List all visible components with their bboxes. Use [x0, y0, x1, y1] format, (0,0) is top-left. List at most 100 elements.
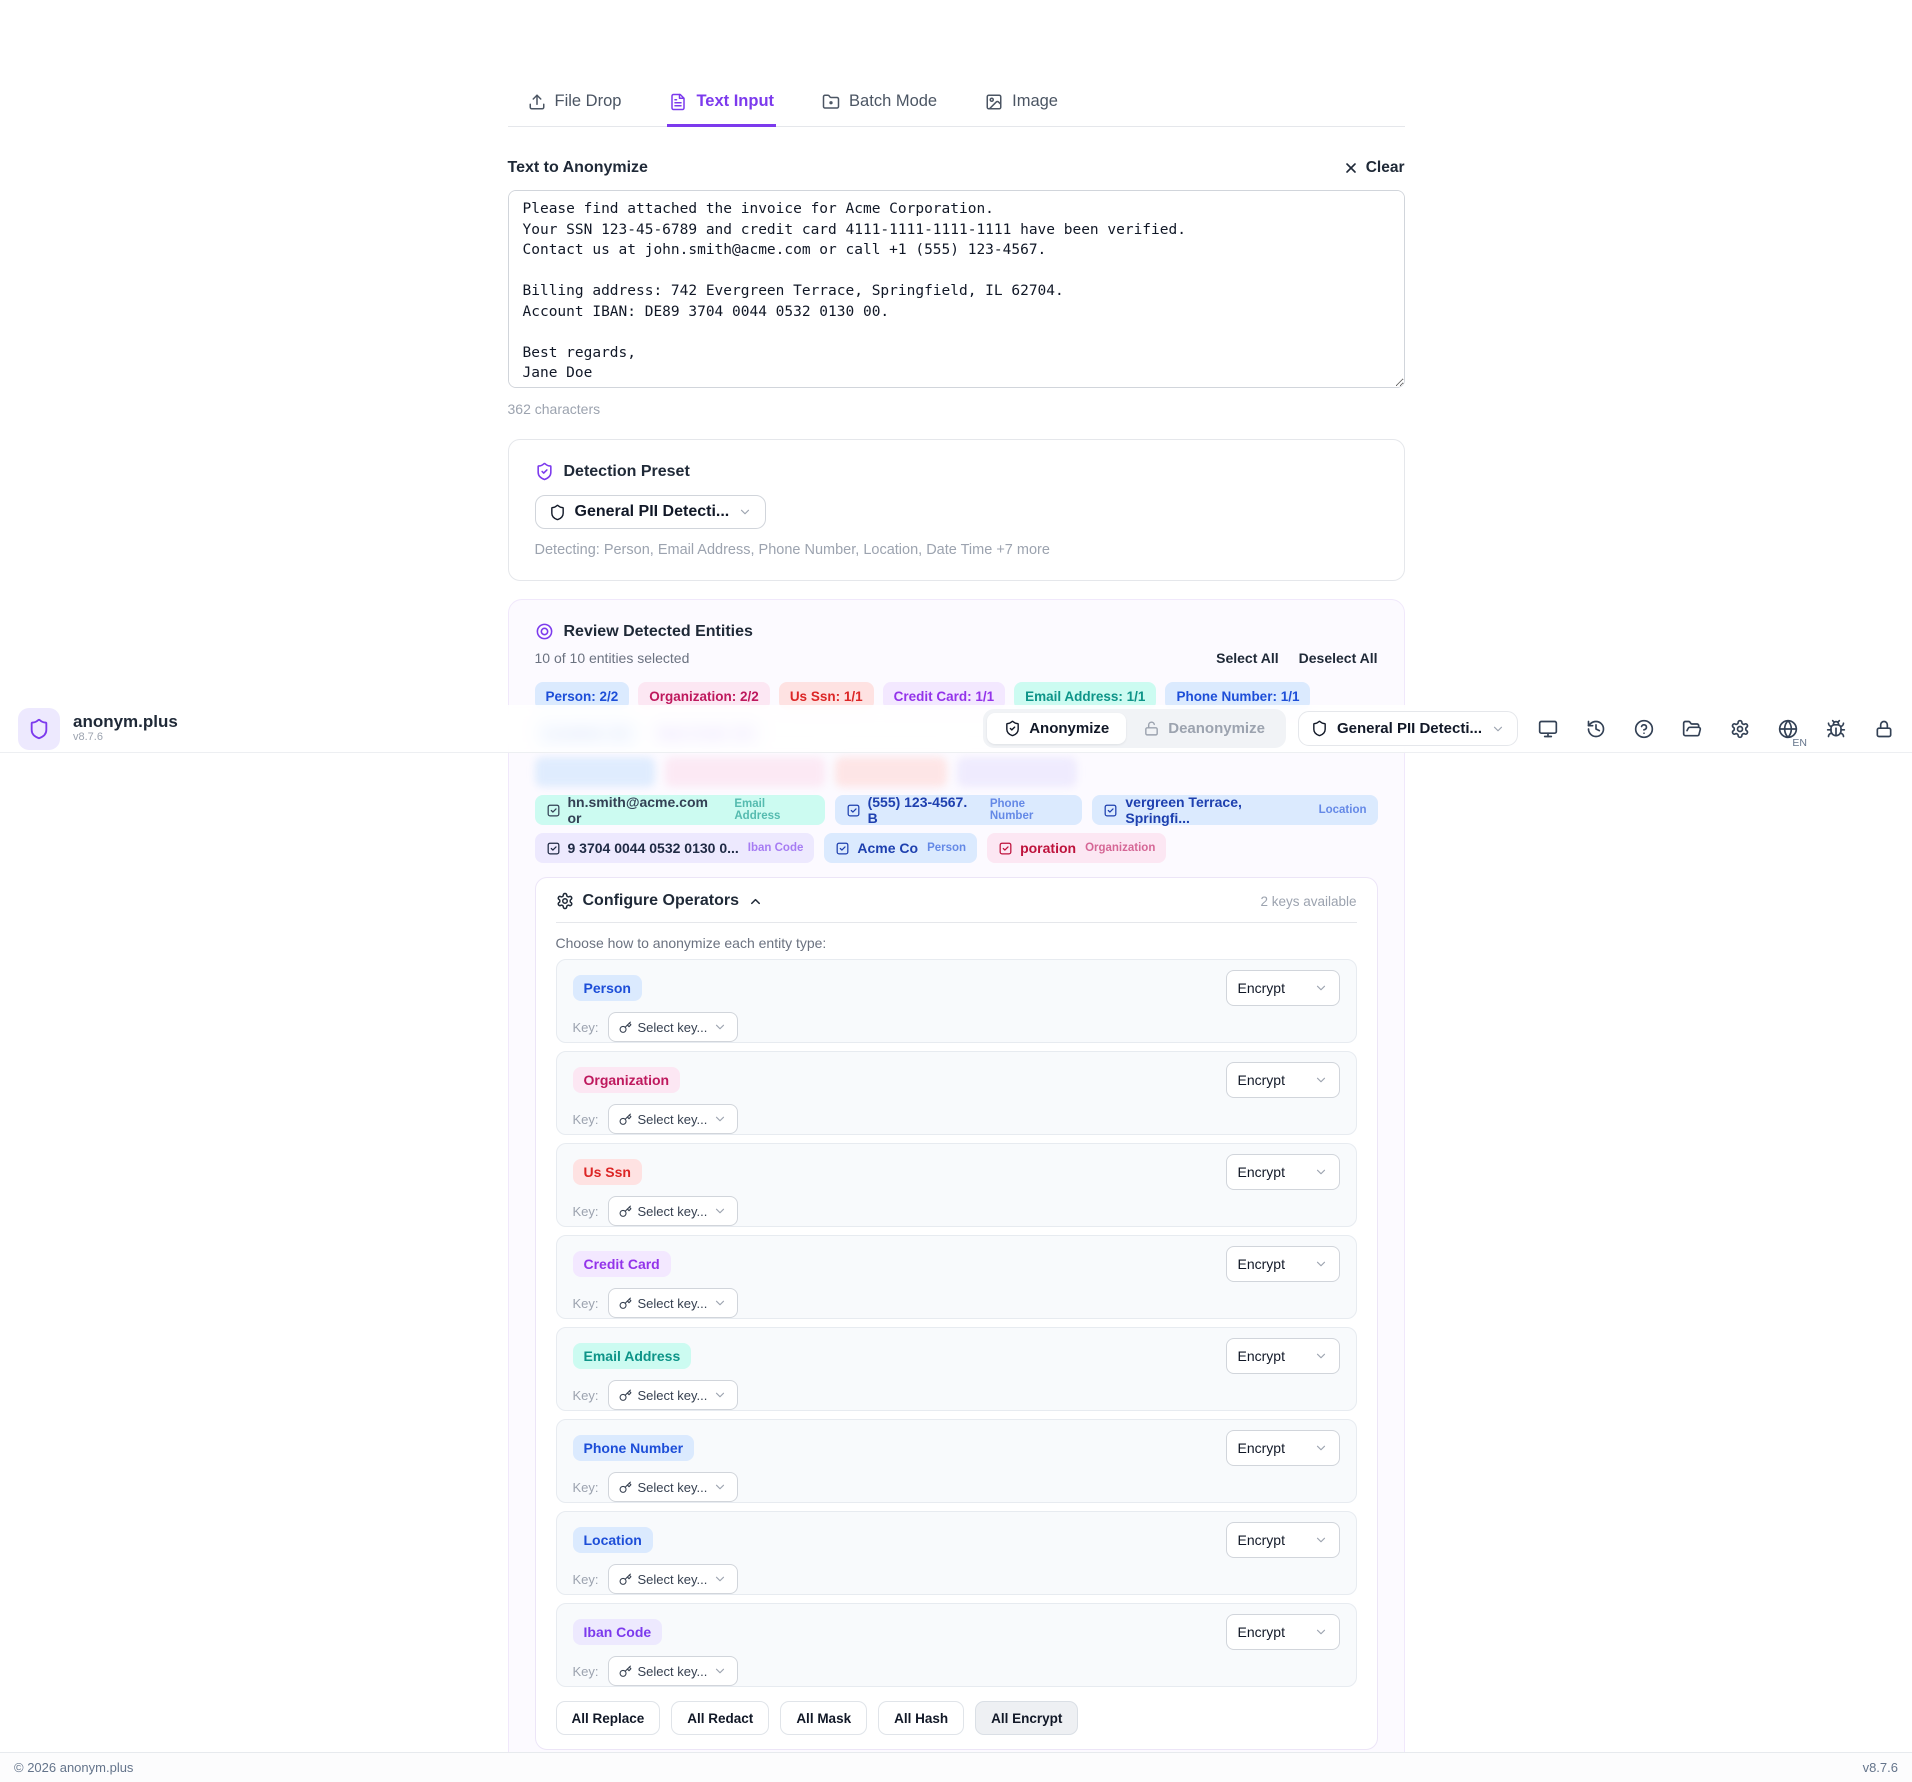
chevron-down-icon [1314, 1441, 1328, 1455]
key-icon [619, 1113, 632, 1126]
key-select[interactable]: Select key... [607, 1656, 739, 1686]
language-button[interactable]: EN [1778, 719, 1807, 749]
entity-chip-person[interactable]: Acme Co Person [824, 833, 978, 863]
tab-image[interactable]: Image [983, 84, 1060, 127]
key-icon [619, 1481, 632, 1494]
key-label: Key: [572, 1663, 599, 1679]
history-button[interactable] [1586, 719, 1606, 739]
entity-type-label: Location [1318, 804, 1367, 816]
key-select-value: Select key... [637, 1571, 708, 1587]
settings-button[interactable] [1730, 719, 1750, 739]
operator-select[interactable]: Encrypt [1225, 1338, 1340, 1374]
deselect-all-button[interactable]: Deselect All [1298, 650, 1378, 666]
tab-label: File Drop [554, 92, 622, 110]
obscured-entity-chip [534, 757, 655, 787]
help-icon [1634, 719, 1654, 739]
globe-icon [1778, 719, 1798, 739]
folder-icon [822, 93, 840, 111]
image-icon [985, 93, 1003, 111]
footer-copyright: © 2026 anonym.plus [14, 1760, 134, 1775]
checkbox-checked-icon [835, 841, 850, 856]
help-button[interactable] [1634, 719, 1654, 739]
checkbox-checked-icon [846, 803, 861, 818]
entity-chip-iban[interactable]: 9 3704 0044 0532 0130 0... Iban Code [534, 833, 815, 863]
text-to-anonymize-input[interactable]: Please find attached the invoice for Acm… [507, 190, 1405, 388]
operator-select[interactable]: Encrypt [1225, 970, 1340, 1006]
chevron-down-icon [713, 1112, 727, 1126]
deanonymize-label: Deanonymize [1168, 720, 1265, 737]
deanonymize-mode-button[interactable]: Deanonymize [1126, 713, 1282, 744]
obscured-entity-chip [834, 757, 947, 787]
entity-type-badge: Credit Card [572, 1251, 671, 1277]
preset-select[interactable]: General PII Detecti... [534, 495, 767, 529]
all-hash-button[interactable]: All Hash [878, 1701, 965, 1735]
all-encrypt-button[interactable]: All Encrypt [975, 1701, 1079, 1735]
entity-chip-organization[interactable]: poration Organization [987, 833, 1167, 863]
operator-select[interactable]: Encrypt [1225, 1154, 1340, 1190]
chevron-down-icon [713, 1020, 727, 1034]
security-button[interactable] [1874, 719, 1894, 739]
operator-row-person: Person Encrypt Key: Select key... [555, 959, 1357, 1043]
operator-row-organization: Organization Encrypt Key: Select key... [555, 1051, 1357, 1135]
close-icon [1343, 160, 1359, 176]
key-label: Key: [572, 1479, 599, 1495]
chevron-down-icon [713, 1204, 727, 1218]
key-select-value: Select key... [637, 1203, 708, 1219]
key-select[interactable]: Select key... [607, 1564, 739, 1594]
operator-select[interactable]: Encrypt [1225, 1246, 1340, 1282]
all-replace-button[interactable]: All Replace [555, 1701, 661, 1735]
preset-title: Detection Preset [563, 462, 690, 480]
key-select[interactable]: Select key... [607, 1196, 739, 1226]
entity-chip-phone[interactable]: (555) 123-4567. B Phone Number [834, 794, 1083, 826]
entity-type-label: Phone Number [989, 798, 1034, 822]
operators-subtitle: Choose how to anonymize each entity type… [555, 935, 827, 951]
tab-batch-mode[interactable]: Batch Mode [820, 84, 939, 127]
operator-select-value: Encrypt [1237, 1164, 1285, 1180]
tab-text-input[interactable]: Text Input [667, 84, 777, 127]
shield-logo-icon [28, 718, 50, 740]
chevron-down-icon [713, 1572, 727, 1586]
clear-button[interactable]: Clear [1343, 159, 1405, 177]
chevron-down-icon [1314, 1533, 1328, 1547]
unlock-icon [1143, 720, 1160, 737]
operator-select[interactable]: Encrypt [1225, 1522, 1340, 1558]
entity-type-badge: Iban Code [572, 1619, 663, 1645]
key-select[interactable]: Select key... [607, 1472, 739, 1502]
footer: © 2026 anonym.plus v8.7.6 [0, 1752, 1912, 1782]
checkbox-checked-icon [1103, 803, 1118, 818]
key-select[interactable]: Select key... [607, 1012, 739, 1042]
shield-check-icon [1004, 720, 1021, 737]
obscured-entity-chip [956, 757, 1077, 787]
configure-operators-toggle[interactable]: Configure Operators [556, 892, 763, 910]
key-select[interactable]: Select key... [607, 1380, 739, 1410]
entity-type-label: Person [927, 842, 967, 854]
anonymize-mode-button[interactable]: Anonymize [987, 713, 1127, 744]
operator-select[interactable]: Encrypt [1225, 1614, 1340, 1650]
all-mask-button[interactable]: All Mask [780, 1701, 868, 1735]
checkbox-checked-icon [546, 803, 561, 818]
entity-value: (555) 123-4567. B [867, 794, 968, 826]
key-select[interactable]: Select key... [607, 1288, 739, 1318]
app-logo[interactable] [18, 707, 60, 750]
display-button[interactable] [1538, 719, 1558, 739]
operator-select[interactable]: Encrypt [1225, 1062, 1340, 1098]
entity-chip-row: hn.smith@acme.com or Email Address (555)… [534, 794, 1378, 826]
chevron-down-icon [713, 1480, 727, 1494]
selection-summary: 10 of 10 entities selected [534, 650, 690, 666]
entity-chip-email[interactable]: hn.smith@acme.com or Email Address [534, 794, 825, 826]
clear-label: Clear [1365, 159, 1405, 176]
select-all-button[interactable]: Select All [1216, 650, 1279, 666]
toolbar-icon-group: EN [1538, 719, 1894, 749]
operator-select-value: Encrypt [1237, 1440, 1285, 1456]
operator-select[interactable]: Encrypt [1225, 1430, 1340, 1466]
entity-chip-location[interactable]: vergreen Terrace, Springfi... Location [1092, 794, 1378, 826]
key-select[interactable]: Select key... [607, 1104, 739, 1134]
detection-preset-card: Detection Preset General PII Detecti... … [507, 439, 1405, 581]
debug-button[interactable] [1826, 719, 1846, 739]
tab-file-drop[interactable]: File Drop [526, 84, 624, 127]
files-button[interactable] [1682, 719, 1702, 739]
operator-row-phone-number: Phone Number Encrypt Key: Select key... [555, 1419, 1357, 1503]
all-redact-button[interactable]: All Redact [671, 1701, 770, 1735]
toolbar-preset-select[interactable]: General PII Detecti... [1297, 711, 1518, 746]
brand-block: anonym.plus v8.7.6 [73, 713, 178, 743]
